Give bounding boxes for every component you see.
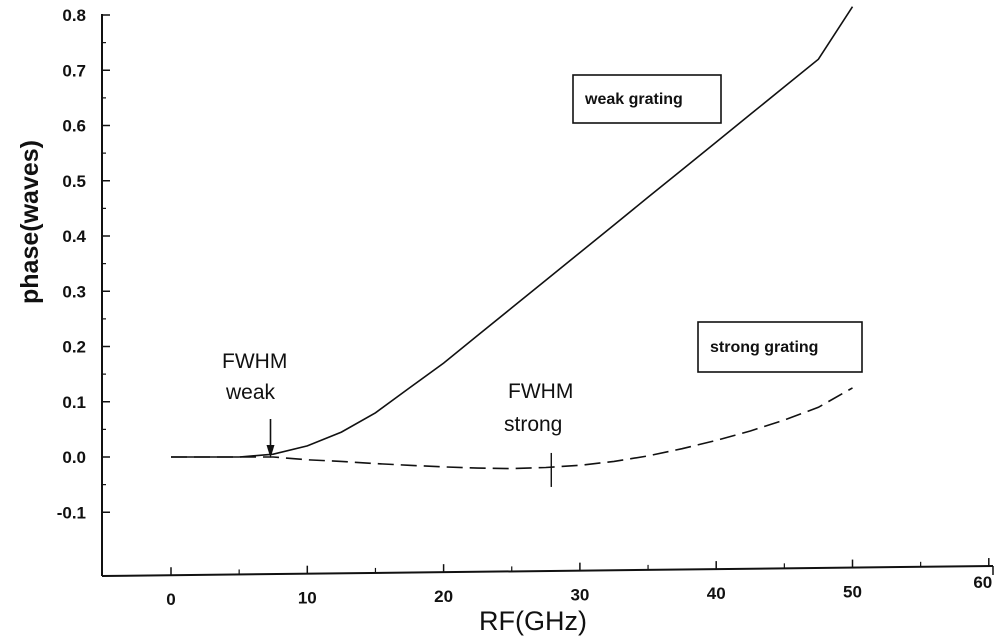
y-tick-label: 0.5: [62, 172, 86, 191]
weak-grating-line: [171, 6, 854, 458]
fwhm-weak-marker: [266, 419, 275, 458]
fwhm-weak-label-line2: weak: [225, 381, 276, 404]
svg-text:strong grating: strong grating: [710, 339, 818, 356]
y-axis-title: phase(waves): [16, 140, 44, 304]
y-tick-label: 0.4: [62, 227, 86, 246]
x-tick-label: 30: [570, 586, 589, 605]
y-tick-label: 0.3: [62, 282, 86, 301]
x-tick-label: 60: [973, 573, 992, 592]
y-tick-label: 0.6: [62, 117, 86, 136]
x-axis: [101, 565, 994, 577]
x-axis-title: RF(GHz): [479, 606, 587, 636]
y-tick-label: 0.1: [62, 393, 86, 412]
y-tick-label: 0.0: [62, 448, 86, 467]
legend-weak-grating: weak grating: [572, 74, 722, 124]
x-tick-label: 50: [843, 583, 862, 602]
fwhm-weak-label-line1: FWHM: [222, 350, 287, 373]
x-axis-ticks: 0 10 20 30 40 50 60: [166, 558, 992, 609]
fwhm-weak-arrow-icon: [266, 445, 275, 458]
legend-strong-grating: strong grating: [697, 321, 863, 373]
x-tick-label: 20: [434, 587, 453, 606]
svg-text:weak grating: weak grating: [584, 91, 683, 108]
y-tick-label: 0.8: [62, 6, 86, 25]
x-tick-label: 10: [298, 589, 317, 608]
x-tick-label: 0: [166, 590, 175, 609]
fwhm-strong-label-line2: strong: [504, 413, 562, 436]
x-tick-label: 40: [707, 584, 726, 603]
fwhm-strong-label-line1: FWHM: [508, 380, 573, 403]
y-tick-label: 0.7: [62, 61, 86, 80]
y-axis-ticks: -0.1 0.0 0.1 0.2 0.3 0.4 0.5 0.6 0.7 0.8: [57, 6, 110, 522]
y-tick-label: 0.2: [62, 338, 86, 357]
y-tick-label: -0.1: [57, 503, 86, 522]
